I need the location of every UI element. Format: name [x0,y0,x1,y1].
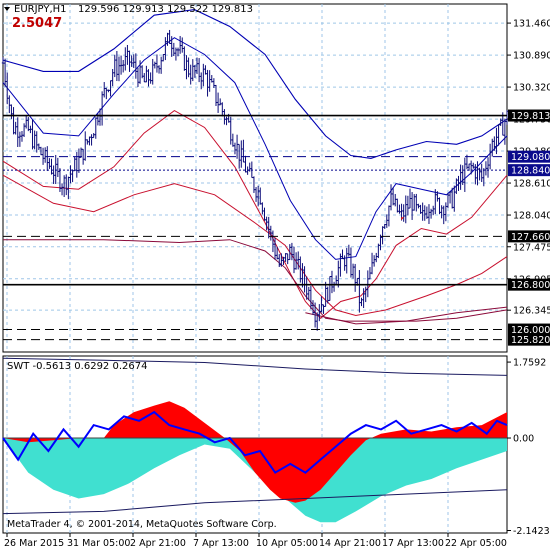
price-y-tick-label: 131.460 [513,19,550,30]
price-tag-label: 126.000 [511,325,550,336]
price-tag-box [508,230,550,243]
price-tag-label: 125.820 [511,335,550,346]
price-y-tick-label: 130.890 [513,51,550,62]
price-y-tick-label: 130.320 [513,83,550,94]
price-pane [1,3,509,353]
price-tag-box [508,278,550,291]
x-tick-label: 22 Apr 05:00 [445,538,507,549]
x-tick-label: 31 Mar 05:00 [67,538,130,549]
x-tick-label: 10 Apr 05:00 [256,538,318,549]
copyright-text: MetaTrader 4, © 2001-2014, MetaQuotes So… [7,519,277,530]
indicator-header: SWT -0.5613 0.6292 0.2674 [7,361,147,372]
price-tag-box [508,150,550,163]
price-y-tick-label: 128.040 [513,211,550,222]
price-tag-box [508,333,550,346]
price-y-tick-label: 128.610 [513,179,550,190]
ohlc-header: 129.596 129.913 129.522 129.813 [78,4,253,15]
indicator-pane [2,355,508,534]
price-tag-label: 129.080 [511,152,550,163]
price-y-tick-label: 126.345 [513,306,550,317]
signal-line [2,410,508,474]
indicator-y-tick-label: 0.00 [513,434,534,445]
overlay-value: 2.5047 [12,16,62,31]
price-marker [401,217,405,221]
symbol-header: EURJPY,H1 [14,4,67,15]
indicator-y-tick-label: 1.7592 [513,358,546,369]
lower-level-line [2,489,508,515]
price-tag-box [508,323,550,336]
lower-band-inner-line [2,110,508,319]
axes: 131.460130.890130.320129.750129.180128.6… [4,7,550,549]
x-tick-label: 26 Mar 2015 [4,538,64,549]
indicator-y-tick-label: -2.1423 [513,526,550,537]
price-tag-label: 129.813 [511,111,550,122]
cyan-area [3,438,507,523]
price-tag-box [508,109,550,122]
upper-band-inner-line [2,37,508,260]
bottom-envelope-line [305,306,508,325]
x-tick-label: 14 Apr 21:00 [319,538,381,549]
price-tag-label: 126.800 [511,280,550,291]
price-tag-label: 127.660 [511,232,550,243]
x-tick-label: 2 Apr 21:00 [130,538,186,549]
x-tick-label: 17 Apr 13:00 [382,538,444,549]
price-y-tick-label: 127.475 [513,242,550,253]
chevron-down-icon [4,7,10,11]
upper-level-line [2,357,508,376]
lower-envelope-line [3,239,508,322]
price-tag-label: 128.840 [511,166,550,177]
labels: EURJPY,H1 129.596 129.913 129.522 129.81… [7,4,277,530]
x-tick-label: 7 Apr 13:00 [193,538,249,549]
price-tag-box [508,164,550,177]
price-pane-frame [2,3,508,353]
upper-band-outer-line [2,9,508,159]
